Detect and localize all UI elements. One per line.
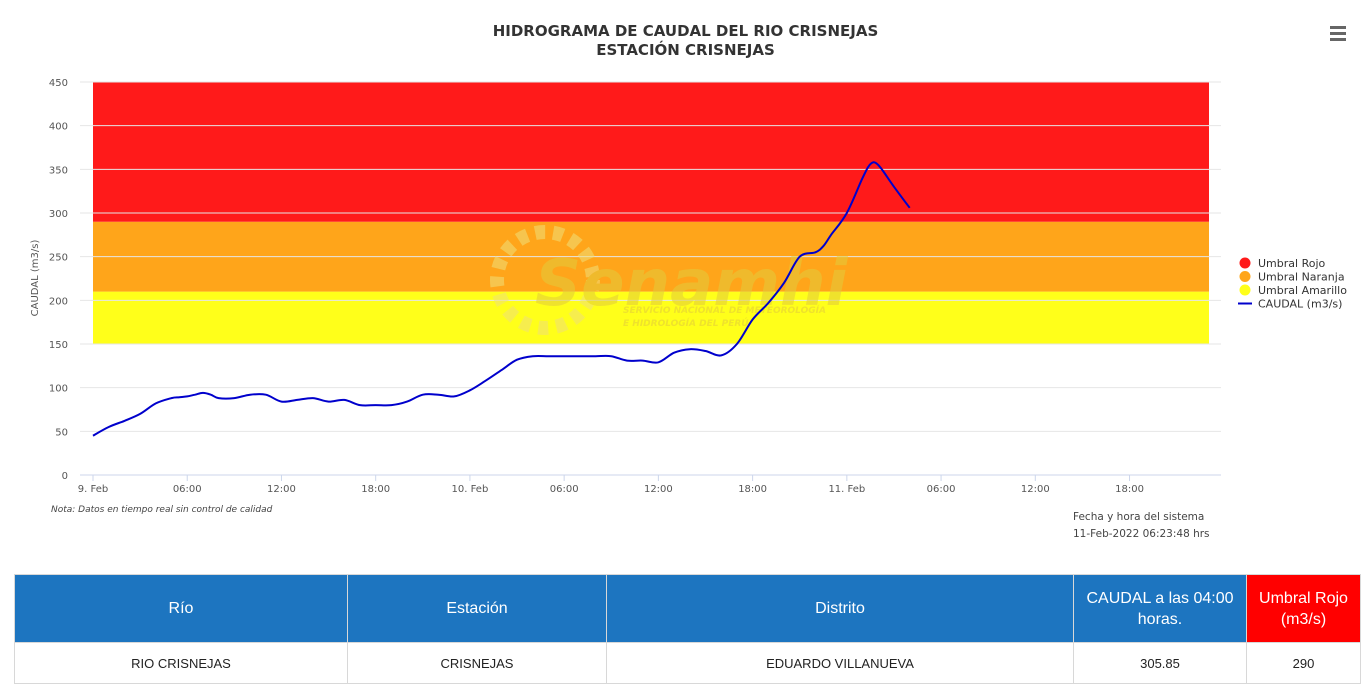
series-layer — [92, 161, 911, 437]
header-umbral-rojo: Umbral Rojo (m3/s) — [1246, 574, 1361, 643]
x-tick-label: 11. Feb — [828, 484, 865, 495]
x-tick-label: 9. Feb — [78, 484, 108, 495]
legend-item[interactable]: CAUDAL (m3/s) — [1238, 298, 1342, 311]
y-tick-label: 450 — [49, 78, 68, 89]
series-line-caudal — [92, 161, 911, 437]
x-tick-label: 18:00 — [361, 484, 390, 495]
header-rio: Río — [14, 574, 348, 643]
cell-umbral-rojo: 290 — [1246, 642, 1361, 684]
watermark-sun-icon — [490, 225, 600, 335]
x-tick-label: 10. Feb — [452, 484, 489, 495]
table-header-row: Río Estación Distrito CAUDAL a las 04:00… — [14, 574, 1361, 643]
y-tick-label: 0 — [62, 471, 68, 482]
system-time-label: Fecha y hora del sistema — [1073, 511, 1205, 523]
legend-label: CAUDAL (m3/s) — [1258, 298, 1342, 311]
y-tick-label: 300 — [49, 209, 68, 220]
x-tick-label: 12:00 — [644, 484, 673, 495]
system-time-value: 11-Feb-2022 06:23:48 hrs — [1073, 528, 1210, 540]
quality-note: Nota: Datos en tiempo real sin control d… — [51, 505, 273, 515]
legend-dot-icon — [1239, 271, 1251, 282]
legend-item[interactable]: Umbral Naranja — [1239, 271, 1345, 284]
menu-bar — [1330, 32, 1346, 35]
header-distrito: Distrito — [606, 574, 1074, 643]
x-tick-label: 06:00 — [550, 484, 579, 495]
hamburger-menu-icon[interactable] — [1330, 26, 1354, 46]
band-umbral-rojo — [93, 82, 1209, 222]
chart-title: HIDROGRAMA DE CAUDAL DEL RIO CRISNEJAS E… — [0, 22, 1371, 60]
hydrograph-chart: Senamhi SERVICIO NACIONAL DE METEOROLOGÍ… — [30, 78, 1347, 495]
watermark-brand: Senamhi — [535, 247, 849, 321]
header-caudal: CAUDAL a las 04:00 horas. — [1073, 574, 1247, 643]
axes: 0 50 100 150 200 250 300 350 400 450 9. Feb 06:00 12… — [49, 78, 1221, 495]
cell-distrito: EDUARDO VILLANUEVA — [606, 642, 1074, 684]
y-tick-label: 150 — [49, 340, 68, 351]
legend-item[interactable]: Umbral Rojo — [1239, 257, 1326, 270]
legend-dot-icon — [1239, 284, 1251, 296]
x-tick-label: 06:00 — [173, 484, 202, 495]
y-tick-label: 350 — [49, 165, 68, 176]
x-tick-label: 12:00 — [1021, 484, 1050, 495]
chart-subtitle-line: ESTACIÓN CRISNEJAS — [596, 41, 775, 59]
y-tick-label: 250 — [49, 253, 68, 264]
watermark-line1: SERVICIO NACIONAL DE METEOROLOGÍA — [623, 304, 826, 316]
cell-caudal: 305.85 — [1073, 642, 1247, 684]
x-tick-label: 12:00 — [267, 484, 296, 495]
legend-label: Umbral Rojo — [1258, 257, 1326, 270]
chart-title-line: HIDROGRAMA DE CAUDAL DEL RIO CRISNEJAS — [492, 22, 879, 40]
cell-estacion: CRISNEJAS — [347, 642, 607, 684]
menu-bar — [1330, 26, 1346, 29]
legend-item[interactable]: Umbral Amarillo — [1239, 284, 1348, 297]
legend-label: Umbral Naranja — [1258, 271, 1345, 284]
cell-rio: RIO CRISNEJAS — [14, 642, 348, 684]
menu-bar — [1330, 38, 1346, 41]
x-tick-label: 18:00 — [1115, 484, 1144, 495]
y-tick-label: 100 — [49, 384, 68, 395]
system-time-block: Fecha y hora del sistema 11-Feb-2022 06:… — [1073, 509, 1210, 543]
x-tick-label: 18:00 — [738, 484, 767, 495]
header-estacion: Estación — [347, 574, 607, 643]
legend-dot-icon — [1239, 257, 1251, 269]
y-tick-label: 50 — [55, 427, 68, 438]
y-tick-label: 400 — [49, 122, 68, 133]
station-table: Río Estación Distrito CAUDAL a las 04:00… — [14, 574, 1361, 684]
legend-label: Umbral Amarillo — [1258, 284, 1347, 297]
y-axis-title: CAUDAL (m3/s) — [30, 240, 41, 317]
y-tick-label: 200 — [49, 296, 68, 307]
x-tick-label: 06:00 — [927, 484, 956, 495]
table-row: RIO CRISNEJAS CRISNEJAS EDUARDO VILLANUE… — [14, 642, 1361, 684]
watermark-line2: E HIDROLOGÍA DEL PERÚ — [623, 317, 749, 329]
senamhi-watermark: Senamhi SERVICIO NACIONAL DE METEOROLOGÍ… — [490, 225, 849, 335]
